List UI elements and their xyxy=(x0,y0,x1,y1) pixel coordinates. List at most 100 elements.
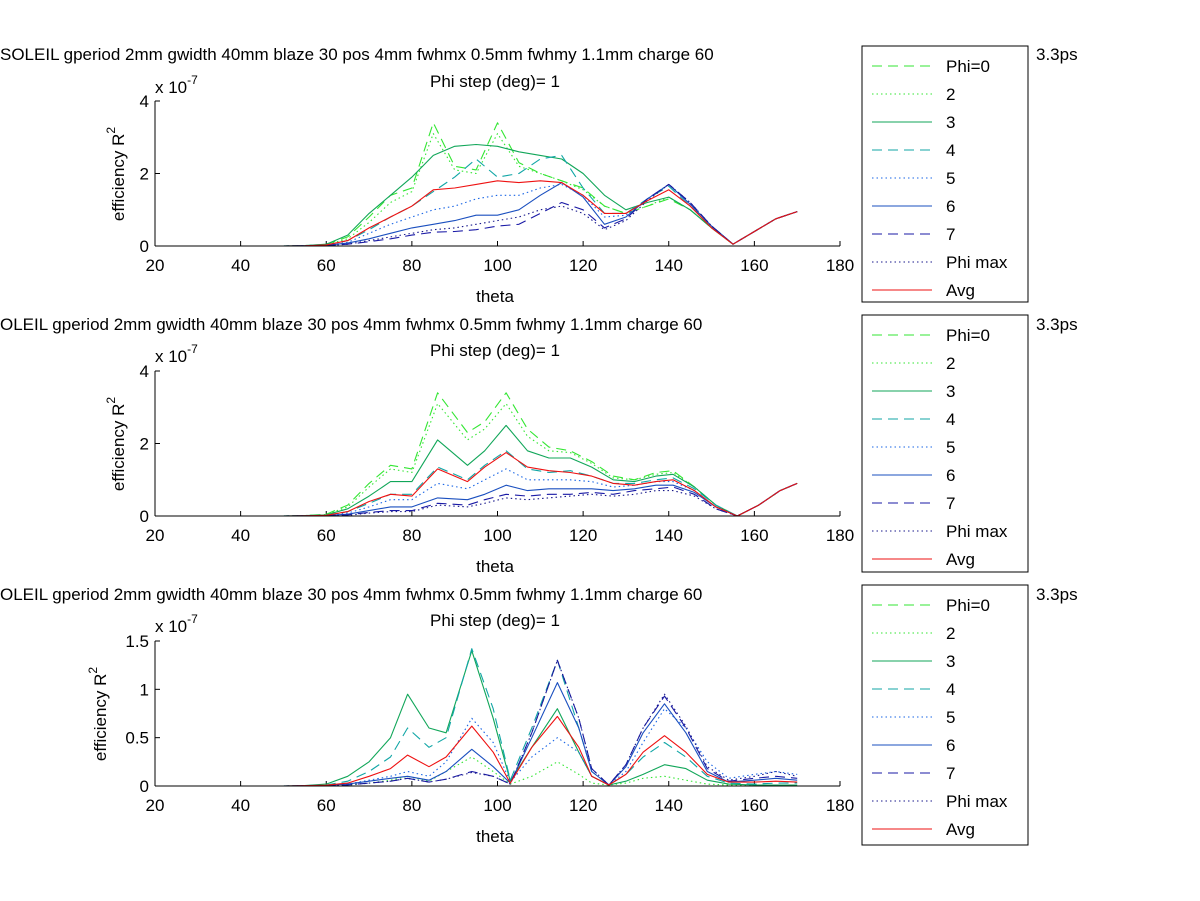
legend-label: Avg xyxy=(946,550,975,569)
y-tick-label: 1.5 xyxy=(125,632,149,651)
chart-title-tail: 3.3ps xyxy=(1036,315,1078,334)
y-tick-label: 0 xyxy=(140,507,149,526)
x-axis-label: theta xyxy=(476,827,514,846)
chart-title-tail: 3.3ps xyxy=(1036,45,1078,64)
chart-subtitle: Phi step (deg)= 1 xyxy=(430,72,560,91)
y-exponent: x 10-7 xyxy=(155,342,198,366)
x-tick-label: 120 xyxy=(569,526,597,545)
legend-label: 7 xyxy=(946,764,955,783)
series-line xyxy=(197,392,798,517)
x-tick-label: 180 xyxy=(826,796,854,815)
x-tick-label: 160 xyxy=(740,256,768,275)
legend-label: 5 xyxy=(946,438,955,457)
x-axis-label: theta xyxy=(476,287,514,306)
x-tick-label: 20 xyxy=(146,796,165,815)
y-tick-label: 4 xyxy=(140,362,149,381)
legend-label: Phi=0 xyxy=(946,57,990,76)
legend-label: Phi max xyxy=(946,253,1008,272)
y-tick-label: 1 xyxy=(140,680,149,699)
plot-lines xyxy=(197,122,798,247)
series-line xyxy=(197,143,798,247)
legend-label: Phi=0 xyxy=(946,596,990,615)
x-tick-label: 60 xyxy=(317,796,336,815)
chart-subtitle: Phi step (deg)= 1 xyxy=(430,341,560,360)
legend-label: Phi=0 xyxy=(946,326,990,345)
x-tick-label: 140 xyxy=(655,526,683,545)
chart-title: OLEIL gperiod 2mm gwidth 40mm blaze 30 p… xyxy=(0,585,702,604)
legend: Phi=0 2 3 4 5 6 7 Phi max Avg xyxy=(861,314,1029,573)
x-tick-label: 180 xyxy=(826,256,854,275)
x-tick-label: 180 xyxy=(826,526,854,545)
x-tick-label: 40 xyxy=(231,526,250,545)
legend-label: 6 xyxy=(946,736,955,755)
legend-label: 2 xyxy=(946,85,955,104)
legend-label: 6 xyxy=(946,197,955,216)
series-line xyxy=(197,183,798,247)
x-tick-label: 160 xyxy=(740,526,768,545)
y-tick-label: 0.5 xyxy=(125,729,149,748)
legend-label: 3 xyxy=(946,652,955,671)
x-tick-label: 40 xyxy=(231,256,250,275)
y-axis-label: efficiency R2 xyxy=(86,667,110,762)
legend-box xyxy=(861,45,1029,303)
x-tick-label: 160 xyxy=(740,796,768,815)
x-tick-label: 60 xyxy=(317,256,336,275)
x-tick-label: 120 xyxy=(569,796,597,815)
x-tick-label: 80 xyxy=(402,526,421,545)
series-line xyxy=(197,682,798,787)
series-line xyxy=(197,756,798,787)
legend-box xyxy=(861,584,1029,846)
x-tick-label: 100 xyxy=(483,526,511,545)
x-ticks: 20 40 60 80 100 120 140 160 180 xyxy=(146,511,854,545)
chart-title: OLEIL gperiod 2mm gwidth 40mm blaze 30 p… xyxy=(0,315,702,334)
series-line xyxy=(197,403,798,517)
legend-label: Phi max xyxy=(946,792,1008,811)
y-tick-label: 2 xyxy=(140,435,149,454)
legend-label: 2 xyxy=(946,354,955,373)
chart-subtitle: Phi step (deg)= 1 xyxy=(430,611,560,630)
x-tick-label: 140 xyxy=(655,256,683,275)
legend-label: 3 xyxy=(946,382,955,401)
legend-label: 5 xyxy=(946,169,955,188)
series-line xyxy=(197,180,798,247)
x-ticks: 20 40 60 80 100 120 140 160 180 xyxy=(146,781,854,815)
series-line xyxy=(197,659,798,787)
y-axis-label: efficiency R2 xyxy=(104,397,128,492)
legend-label: Phi max xyxy=(946,522,1008,541)
legend-label: 3 xyxy=(946,113,955,132)
legend-label: 4 xyxy=(946,141,955,160)
y-tick-label: 0 xyxy=(140,777,149,796)
chart-title-tail: 3.3ps xyxy=(1036,585,1078,604)
x-tick-label: 80 xyxy=(402,796,421,815)
legend-label: Avg xyxy=(946,281,975,300)
x-tick-label: 140 xyxy=(655,796,683,815)
legend: Phi=0 2 3 4 5 6 7 Phi max Avg xyxy=(861,584,1029,846)
legend-label: 6 xyxy=(946,466,955,485)
x-axis-label: theta xyxy=(476,557,514,576)
subplot-1: SOLEIL gperiod 2mm gwidth 40mm blaze 30 … xyxy=(0,45,1078,306)
legend-label: 5 xyxy=(946,708,955,727)
x-tick-label: 40 xyxy=(231,796,250,815)
y-exponent: x 10-7 xyxy=(155,612,198,636)
x-tick-label: 100 xyxy=(483,256,511,275)
x-tick-label: 80 xyxy=(402,256,421,275)
y-tick-label: 0 xyxy=(140,237,149,256)
y-axis-label: efficiency R2 xyxy=(104,127,128,222)
y-tick-label: 2 xyxy=(140,165,149,184)
legend-label: 7 xyxy=(946,225,955,244)
legend-label: 4 xyxy=(946,410,955,429)
y-tick-label: 4 xyxy=(140,92,149,111)
legend-label: 7 xyxy=(946,494,955,513)
legend: Phi=0 2 3 4 5 6 7 Phi max Avg xyxy=(861,45,1029,303)
x-tick-label: 20 xyxy=(146,526,165,545)
subplot-3: OLEIL gperiod 2mm gwidth 40mm blaze 30 p… xyxy=(0,584,1078,846)
chart-title: SOLEIL gperiod 2mm gwidth 40mm blaze 30 … xyxy=(0,45,714,64)
legend-box xyxy=(861,314,1029,573)
legend-label: Avg xyxy=(946,820,975,839)
x-tick-label: 120 xyxy=(569,256,597,275)
x-ticks: 20 40 60 80 100 120 140 160 180 xyxy=(146,241,854,275)
x-tick-label: 20 xyxy=(146,256,165,275)
subplot-2: OLEIL gperiod 2mm gwidth 40mm blaze 30 p… xyxy=(0,314,1078,576)
series-line xyxy=(197,715,798,787)
